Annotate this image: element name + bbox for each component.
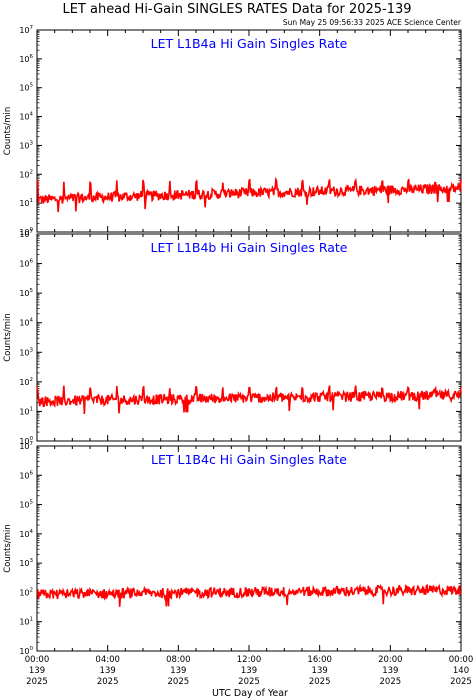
y-tick-label: 105 [19, 500, 33, 510]
x-tick-label: 140 [453, 666, 469, 676]
x-tick-label: 08:00 [166, 655, 191, 665]
y-tick-label: 106 [19, 259, 33, 269]
x-tick-label: 00:00 [449, 655, 474, 665]
x-tick-label: 139 [100, 666, 116, 676]
y-tick-label: 107 [19, 229, 33, 239]
x-tick-label: 2025 [26, 677, 48, 687]
plot-frame [36, 29, 462, 233]
figure-title: LET ahead Hi-Gain SINGLES RATES Data for… [62, 2, 411, 17]
x-tick-label: 2025 [168, 677, 190, 687]
y-axis-label: Counts/min [3, 524, 13, 573]
x-tick-label: 139 [170, 666, 186, 676]
x-tick-label: 2025 [450, 677, 472, 687]
plot-frame [36, 233, 462, 442]
y-tick-label: 105 [19, 83, 33, 93]
x-tick-label: 2025 [380, 677, 402, 687]
y-tick-label: 100 [19, 227, 33, 237]
y-tick-label: 101 [19, 198, 33, 208]
y-tick-label: 103 [19, 347, 33, 357]
y-tick-label: 102 [19, 587, 33, 597]
y-tick-label: 104 [19, 112, 33, 122]
plot-frame [36, 445, 462, 652]
panel-title: LET L1B4a Hi Gain Singles Rate [151, 36, 348, 51]
y-tick-label: 101 [19, 406, 33, 416]
y-axis-label: Counts/min [3, 313, 13, 362]
y-tick-label: 100 [19, 436, 33, 446]
y-tick-label: 101 [19, 617, 33, 627]
y-tick-label: 104 [19, 318, 33, 328]
series-line [36, 583, 462, 607]
x-tick-label: 16:00 [307, 655, 332, 665]
series-line [36, 176, 462, 213]
x-tick-label: 2025 [238, 677, 260, 687]
y-tick-label: 100 [19, 646, 33, 656]
x-axis-tick-labels: 00:00139202504:00139202508:00139202512:0… [25, 655, 474, 687]
x-tick-label: 139 [382, 666, 398, 676]
x-tick-label: 04:00 [95, 655, 120, 665]
y-axis-label: Counts/min [3, 107, 13, 156]
x-tick-label: 139 [241, 666, 257, 676]
x-tick-label: 2025 [97, 677, 119, 687]
x-tick-label: 20:00 [378, 655, 403, 665]
panel-title: LET L1B4b Hi Gain Singles Rate [151, 240, 348, 255]
series-line [36, 385, 462, 414]
x-tick-label: 00:00 [25, 655, 50, 665]
y-tick-label: 102 [19, 377, 33, 387]
timestamp-label: Sun May 25 09:56:33 2025 ACE Science Cen… [283, 18, 462, 27]
panel-l1b4c: 100 101 102 103 104 105 106 107 Counts/min LET L1… [3, 441, 462, 656]
x-axis-label: UTC Day of Year [212, 688, 288, 699]
x-tick-label: 139 [312, 666, 328, 676]
y-tick-label: 103 [19, 140, 33, 150]
y-tick-label: 106 [19, 54, 33, 64]
y-tick-label: 105 [19, 288, 33, 298]
x-tick-label: 139 [29, 666, 45, 676]
y-tick-label: 107 [19, 25, 33, 35]
x-tick-label: 12:00 [237, 655, 262, 665]
panel-l1b4a: 100 101 102 103 104 105 106 107 Counts/min LET L1… [3, 25, 462, 237]
y-tick-label: 104 [19, 529, 33, 539]
y-tick-label: 106 [19, 470, 33, 480]
panel-l1b4b: 100 101 102 103 104 105 106 107 Counts/min LET L1… [3, 229, 462, 446]
y-tick-label: 102 [19, 169, 33, 179]
panel-title: LET L1B4c Hi Gain Singles Rate [151, 452, 347, 467]
x-tick-label: 2025 [309, 677, 331, 687]
y-tick-label: 107 [19, 441, 33, 451]
y-tick-label: 103 [19, 558, 33, 568]
